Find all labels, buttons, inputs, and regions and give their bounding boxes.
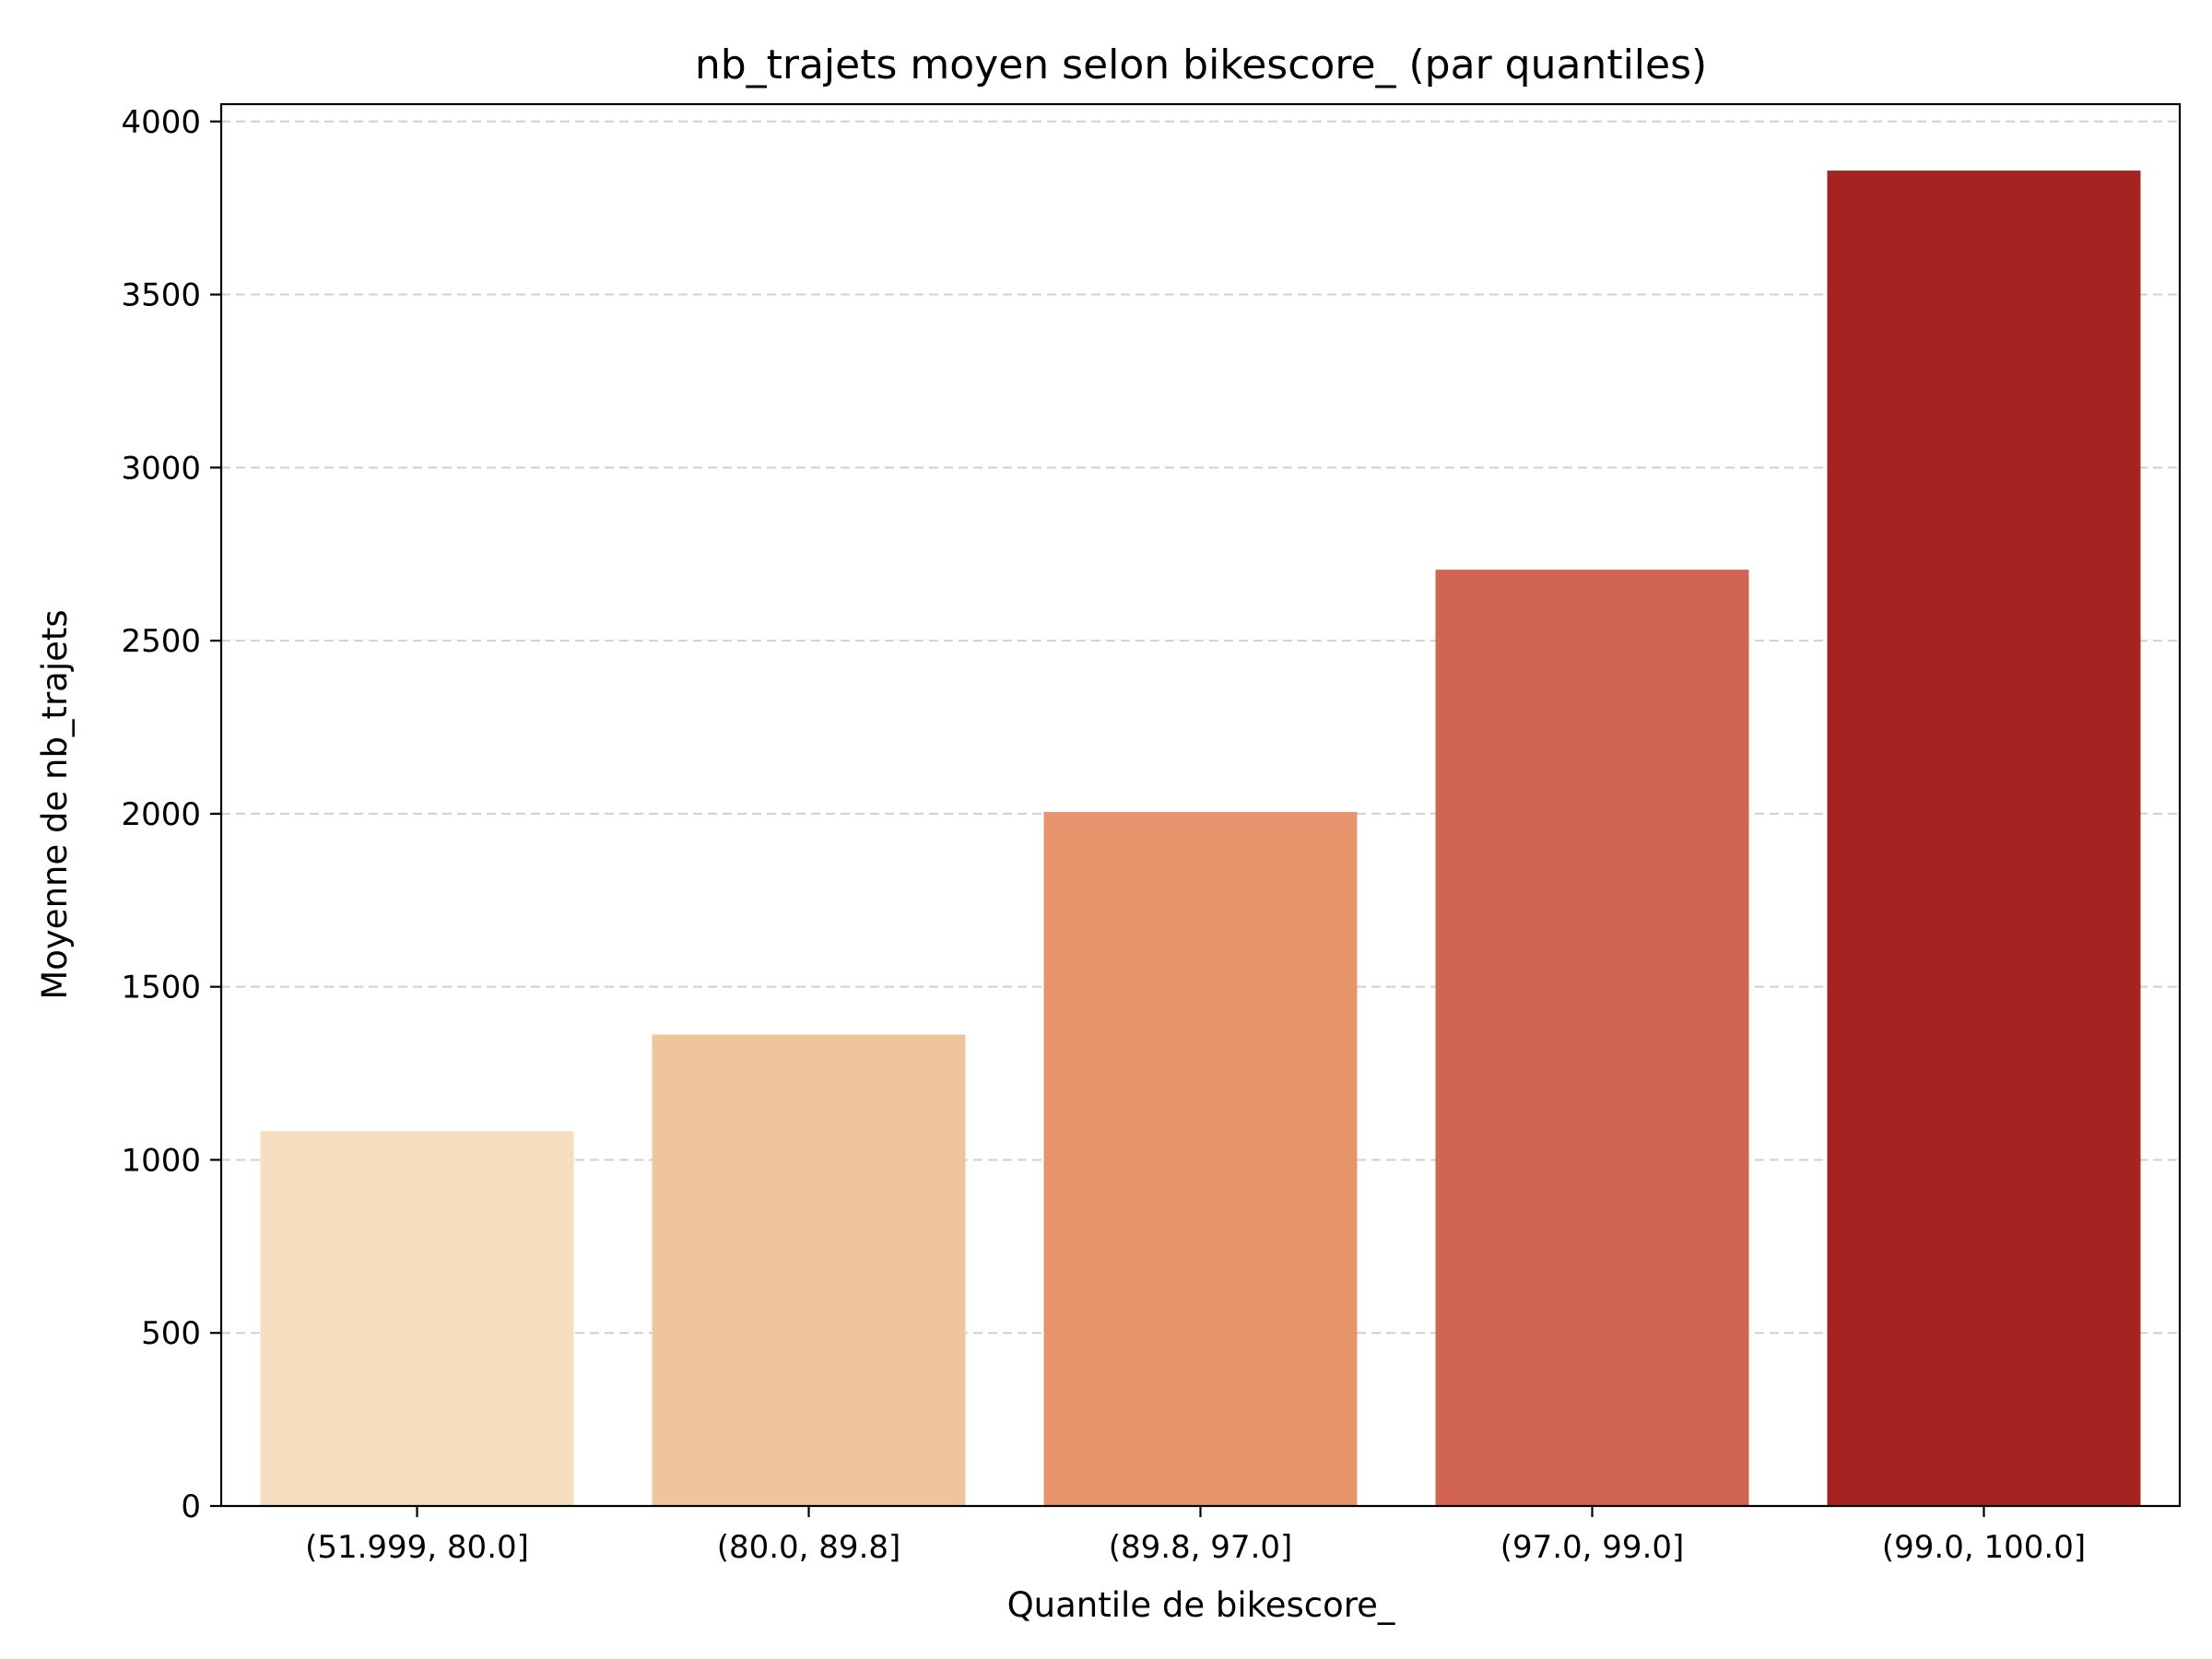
x-tick-label: (89.8, 97.0]	[1109, 1529, 1293, 1566]
bar	[1827, 171, 2141, 1506]
y-tick-label: 2000	[121, 796, 201, 833]
x-axis: (51.999, 80.0] (80.0, 89.8] (89.8, 97.0] (9…	[305, 1506, 2086, 1566]
y-tick-label: 500	[141, 1315, 201, 1352]
bars	[260, 171, 2141, 1506]
bar	[1435, 570, 1749, 1506]
bar	[260, 1131, 574, 1506]
y-tick-label: 3500	[121, 277, 201, 314]
y-tick-label: 3000	[121, 450, 201, 487]
y-axis-label: Moyenne de nb_trajets	[35, 609, 75, 999]
y-tick-label: 1000	[121, 1142, 201, 1179]
x-axis-label: Quantile de bikescore_	[1007, 1585, 1395, 1625]
x-tick-label: (99.0, 100.0]	[1882, 1529, 2086, 1566]
y-axis: 0 500 1000 1500 2000 2500 3000 3500 4000	[121, 104, 221, 1525]
bar	[1043, 812, 1358, 1506]
chart-title: nb_trajets moyen selon bikescore_ (par q…	[695, 41, 1707, 88]
y-tick-label: 2500	[121, 623, 201, 660]
y-tick-label: 0	[181, 1488, 201, 1525]
x-tick-label: (51.999, 80.0]	[305, 1529, 529, 1566]
bar	[652, 1034, 966, 1506]
y-tick-label: 1500	[121, 970, 201, 1006]
x-tick-label: (80.0, 89.8]	[717, 1529, 901, 1566]
x-tick-label: (97.0, 99.0]	[1500, 1529, 1685, 1566]
y-tick-label: 4000	[121, 104, 201, 141]
